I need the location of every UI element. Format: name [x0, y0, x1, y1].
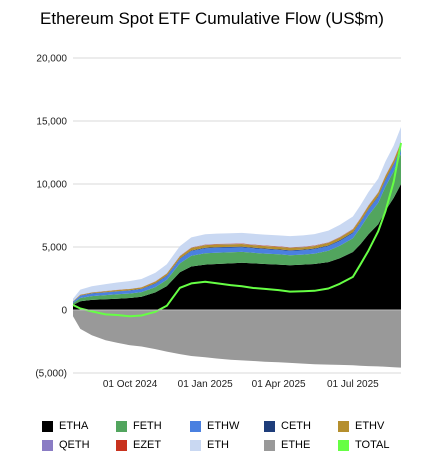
y-tick-label-4: 0 [61, 306, 67, 317]
legend-item-ceth: CETH [264, 420, 311, 432]
x-axis-tick-labels: 01 Oct 2024 01 Jan 2025 01 Apr 2025 01 Jul … [103, 379, 379, 390]
legend-swatch [116, 420, 127, 432]
x-tick-label-0: 01 Oct 2024 [103, 379, 158, 390]
legend-label: ETHE [281, 439, 311, 451]
legend-swatch [264, 439, 275, 451]
legend-label: QETH [59, 439, 90, 451]
x-tick-label-1: 01 Jan 2025 [178, 379, 233, 390]
x-tick-label-2: 01 Apr 2025 [252, 379, 306, 390]
y-tick-label-2: 10,000 [36, 180, 67, 191]
legend-swatch [338, 420, 349, 432]
legend-label: FETH [133, 420, 162, 432]
y-axis-tick-labels: 20,000 15,000 10,000 5,000 0 (5,000) [35, 54, 67, 380]
y-tick-label-3: 5,000 [42, 243, 67, 254]
legend-label: CETH [281, 420, 311, 432]
area-series [73, 127, 401, 368]
legend-item-qeth: QETH [42, 439, 90, 451]
legend-label: ETHA [59, 420, 89, 432]
legend-item-ethe: ETHE [264, 439, 310, 451]
chart-title: Ethereum Spot ETF Cumulative Flow (US$m) [40, 9, 384, 28]
legend-item-ethw: ETHW [190, 420, 239, 432]
legend-label: ETHW [207, 420, 240, 432]
line-total [72, 142, 402, 318]
y-tick-label-0: 20,000 [36, 54, 67, 65]
legend-item-ethv: ETHV [338, 420, 384, 432]
legend-label: TOTAL [355, 439, 390, 451]
legend-item-etha: ETHA [42, 420, 88, 432]
legend-swatch [116, 439, 127, 451]
legend-swatch [42, 439, 53, 451]
legend-swatch [264, 420, 275, 432]
y-tick-label-5: (5,000) [35, 369, 67, 380]
legend-swatch [190, 420, 201, 432]
legend-label: ETHV [355, 420, 385, 432]
legend-swatch [42, 420, 53, 432]
x-tick-label-3: 01 Jul 2025 [327, 379, 379, 390]
area-ethe [73, 310, 401, 368]
legend-swatch [190, 439, 201, 451]
legend-item-total: TOTAL [338, 439, 389, 451]
legend-item-feth: FETH [116, 420, 162, 432]
line-series [72, 142, 402, 318]
legend-swatch [338, 439, 349, 451]
legend-label: EZET [133, 439, 162, 451]
y-tick-label-1: 15,000 [36, 117, 67, 128]
legend-label: ETH [207, 439, 229, 451]
area-etha [73, 184, 401, 310]
legend-item-eth: ETH [190, 439, 229, 451]
legend-item-ezet: EZET [116, 439, 161, 451]
